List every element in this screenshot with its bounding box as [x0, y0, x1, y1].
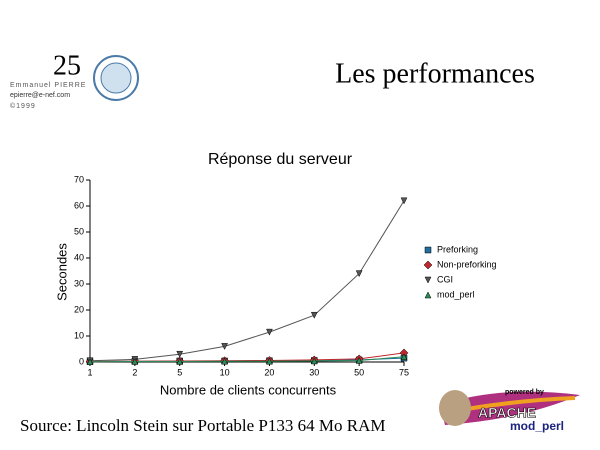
y-tick-label: 50: [74, 226, 84, 236]
marker: [424, 246, 432, 254]
y-tick-label: 20: [74, 304, 84, 314]
x-tick-label: 30: [309, 367, 319, 377]
marker: [310, 311, 318, 319]
marker: [221, 343, 228, 350]
marker: [86, 358, 94, 365]
x-tick-label: 20: [264, 367, 274, 377]
legend-label: CGI: [437, 274, 453, 284]
slide-title: Les performances: [335, 58, 535, 89]
marker: [266, 357, 273, 365]
legend-label: Non-preforking: [437, 259, 497, 269]
x-tick-label: 50: [354, 367, 364, 377]
marker: [424, 276, 432, 284]
copyright: ©1999: [10, 102, 36, 110]
series-line: [89, 200, 405, 362]
email: epierre@e-nef.com: [10, 92, 70, 99]
logo-powered: powered by: [505, 389, 544, 396]
logo-apache: APACHE: [478, 405, 536, 421]
marker: [310, 357, 318, 365]
y-tick-label: 0: [79, 356, 84, 366]
marker: [176, 357, 184, 365]
x-tick-label: 2: [132, 367, 137, 377]
marker: [400, 197, 408, 205]
marker: [221, 357, 228, 365]
logo-modperl: mod_perl: [510, 419, 564, 433]
legend-label: mod_perl: [437, 289, 475, 299]
stamp-logo: [93, 55, 139, 101]
page-number: 25: [53, 50, 81, 81]
x-tick-label: 1: [87, 367, 92, 377]
y-tick-label: 10: [74, 330, 84, 340]
y-tick-label: 60: [74, 200, 84, 210]
marker: [176, 350, 184, 358]
chart-title: Réponse du serveur: [208, 151, 353, 168]
y-tick-label: 40: [74, 252, 84, 262]
x-tick-label: 5: [177, 367, 182, 377]
author: Emmanuel PIERRE: [10, 82, 86, 89]
marker: [355, 270, 363, 278]
apache-logo: powered by APACHE mod_perl: [439, 389, 580, 433]
series-line: [89, 356, 405, 363]
source: Source: Lincoln Stein sur Portable P133 …: [20, 416, 385, 435]
marker: [400, 353, 408, 361]
marker: [424, 291, 432, 299]
legend-label: Preforking: [437, 244, 478, 254]
x-tick-label: 10: [220, 367, 230, 377]
x-tick-label: 75: [399, 367, 409, 377]
marker: [131, 357, 139, 365]
marker: [355, 356, 363, 364]
marker: [423, 260, 433, 270]
y-axis-label: Secondes: [54, 243, 69, 301]
y-tick-label: 70: [74, 174, 84, 184]
y-tick-label: 30: [74, 278, 84, 288]
x-axis-label: Nombre de clients concurrents: [160, 382, 337, 397]
marker: [266, 328, 273, 336]
